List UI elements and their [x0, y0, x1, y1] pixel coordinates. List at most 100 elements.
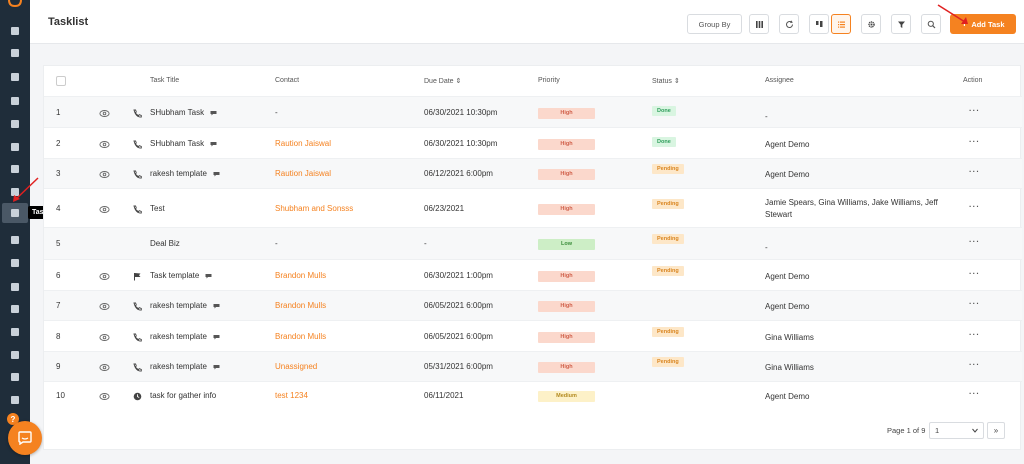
- columns-button[interactable]: [749, 14, 769, 34]
- contact-link: -: [275, 239, 278, 248]
- tasklist-nav-item[interactable]: [2, 203, 28, 223]
- list-nav-item[interactable]: [8, 117, 22, 131]
- eye-icon[interactable]: [99, 272, 110, 281]
- row-action-menu[interactable]: ···: [969, 106, 980, 115]
- task-title[interactable]: SHubham Task: [150, 139, 217, 148]
- table-row[interactable]: 7 rakesh template Brandon Mulls 06/05/2021 …: [44, 290, 1022, 320]
- task-title[interactable]: Task template: [150, 271, 212, 280]
- board-view-button[interactable]: [809, 14, 829, 34]
- task-title[interactable]: rakesh template: [150, 301, 220, 310]
- chat-launcher-button[interactable]: [8, 421, 42, 455]
- eye-icon[interactable]: [99, 363, 110, 372]
- eye-icon[interactable]: [99, 302, 110, 311]
- table-row[interactable]: 2 SHubham Task Raution Jaiswal 06/30/2021 1…: [44, 127, 1022, 158]
- calendar-nav-item[interactable]: [8, 302, 22, 316]
- task-title[interactable]: Deal Biz: [150, 239, 180, 248]
- contact-link[interactable]: Raution Jaiswal: [275, 169, 332, 178]
- row-number: 7: [56, 301, 61, 310]
- contact-link[interactable]: Brandon Mulls: [275, 301, 327, 310]
- list-view-button[interactable]: [831, 14, 851, 34]
- row-action-menu[interactable]: ···: [969, 389, 980, 398]
- filter-button[interactable]: [891, 14, 911, 34]
- task-title-text: rakesh template: [150, 332, 207, 341]
- row-action-menu[interactable]: ···: [969, 269, 980, 278]
- task-title[interactable]: rakesh template: [150, 169, 220, 178]
- eye-icon[interactable]: [99, 140, 110, 149]
- mail-nav-item[interactable]: [8, 256, 22, 270]
- table-row[interactable]: 5 Deal Biz - - Low Pending - ···: [44, 227, 1022, 259]
- next-page-button[interactable]: »: [987, 422, 1005, 439]
- phone-icon: [132, 205, 143, 214]
- eye-icon[interactable]: [99, 333, 110, 342]
- table-row[interactable]: 1 SHubham Task - 06/30/2021 10:30pm High Done…: [44, 96, 1022, 127]
- document-nav-item[interactable]: [8, 140, 22, 154]
- page-select[interactable]: 1: [929, 422, 984, 439]
- task-title[interactable]: rakesh template: [150, 362, 220, 371]
- row-action-menu[interactable]: ···: [969, 330, 980, 339]
- inbox-nav-item[interactable]: [8, 280, 22, 294]
- task-title[interactable]: task for gather info: [150, 391, 216, 400]
- row-number: 3: [56, 169, 61, 178]
- contacts-nav-item[interactable]: [8, 46, 22, 60]
- row-number: 4: [56, 204, 61, 213]
- funnel-icon: [11, 165, 19, 173]
- clipboard-nav-item[interactable]: [8, 370, 22, 384]
- dashboard-nav-item[interactable]: [8, 24, 22, 38]
- bank-nav-item[interactable]: [8, 94, 22, 108]
- refresh-button[interactable]: [779, 14, 799, 34]
- dollar-nav-item[interactable]: [8, 348, 22, 362]
- column-priority[interactable]: Priority: [538, 77, 560, 84]
- eye-icon[interactable]: [99, 170, 110, 179]
- eye-icon[interactable]: [99, 109, 110, 118]
- tray-nav-item[interactable]: [8, 325, 22, 339]
- priority-badge: High: [538, 108, 595, 119]
- contact-link[interactable]: Unassigned: [275, 362, 318, 371]
- due-date: 05/31/2021 6:00pm: [424, 362, 493, 371]
- chat-icon: [18, 431, 32, 445]
- chart-nav-item[interactable]: [8, 233, 22, 247]
- group-by-button[interactable]: Group By: [687, 14, 742, 34]
- assignee: Agent Demo: [765, 392, 810, 401]
- column-task-title[interactable]: Task Title: [150, 77, 180, 84]
- eye-icon[interactable]: [99, 205, 110, 214]
- eye-icon[interactable]: [99, 392, 110, 401]
- row-action-menu[interactable]: ···: [969, 299, 980, 308]
- search-button[interactable]: [921, 14, 941, 34]
- contact-link[interactable]: test 1234: [275, 391, 308, 400]
- table-row[interactable]: 6 Task template Brandon Mulls 06/30/2021 1:…: [44, 259, 1022, 290]
- row-action-menu[interactable]: ···: [969, 202, 980, 211]
- copy-icon: [11, 73, 19, 81]
- funnel-nav-item[interactable]: [8, 162, 22, 176]
- settings-nav-item[interactable]: [8, 393, 22, 407]
- row-action-menu[interactable]: ···: [969, 237, 980, 246]
- page-title: Tasklist: [48, 16, 89, 28]
- task-title[interactable]: rakesh template: [150, 332, 220, 341]
- select-all-checkbox[interactable]: [56, 76, 66, 86]
- row-action-menu[interactable]: ···: [969, 167, 980, 176]
- table-row[interactable]: 3 rakesh template Raution Jaiswal 06/12/202…: [44, 158, 1022, 188]
- column-assignee[interactable]: Assignee: [765, 77, 794, 84]
- table-row[interactable]: 10 task for gather info test 1234 06/11/202…: [44, 381, 1022, 409]
- row-action-menu[interactable]: ···: [969, 360, 980, 369]
- contact-link[interactable]: Shubham and Sonsss: [275, 204, 354, 213]
- settings-button[interactable]: [861, 14, 881, 34]
- note-icon: [213, 303, 220, 309]
- row-action-menu[interactable]: ···: [969, 137, 980, 146]
- copy-nav-item[interactable]: [8, 70, 22, 84]
- due-date: -: [424, 239, 427, 248]
- task-title[interactable]: SHubham Task: [150, 108, 217, 117]
- megaphone-nav-item[interactable]: [8, 185, 22, 199]
- column-contact[interactable]: Contact: [275, 77, 300, 84]
- assignee: Agent Demo: [765, 302, 810, 311]
- dollar-icon: [11, 351, 19, 359]
- column-status[interactable]: Status ⇕: [652, 77, 680, 85]
- task-title[interactable]: Test: [150, 204, 165, 213]
- status-label: Status: [652, 78, 672, 85]
- column-due-date[interactable]: Due Date ⇕: [424, 77, 461, 85]
- table-row[interactable]: 4 Test Shubham and Sonsss 06/23/2021 High Pen…: [44, 188, 1022, 227]
- contact-link[interactable]: Brandon Mulls: [275, 271, 327, 280]
- table-row[interactable]: 9 rakesh template Unassigned 05/31/2021 6:0…: [44, 351, 1022, 381]
- table-row[interactable]: 8 rakesh template Brandon Mulls 06/05/2021 …: [44, 320, 1022, 351]
- contact-link[interactable]: Raution Jaiswal: [275, 139, 332, 148]
- contact-link[interactable]: Brandon Mulls: [275, 332, 327, 341]
